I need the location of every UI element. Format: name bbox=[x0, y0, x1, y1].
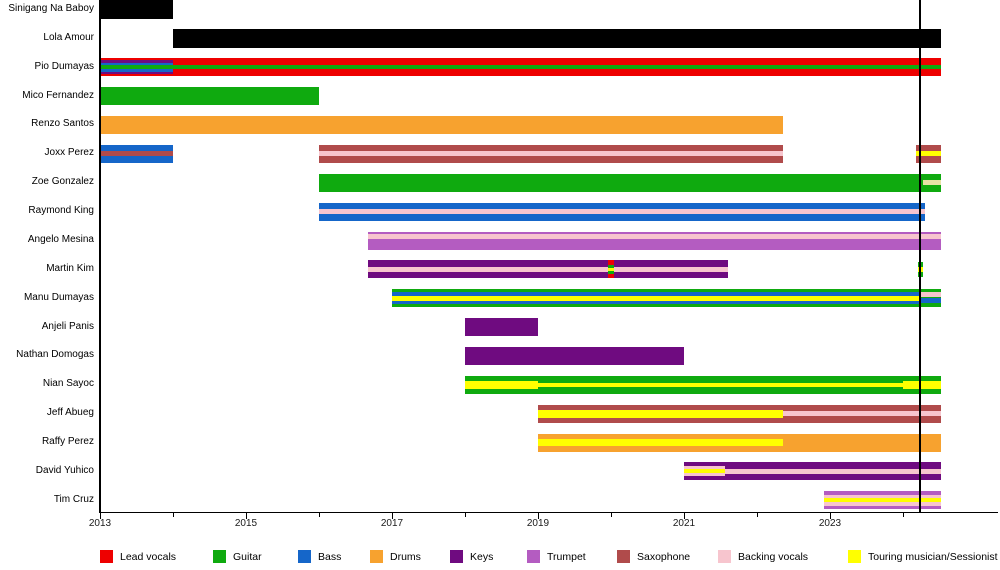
bar-stripe-guitar bbox=[319, 173, 941, 192]
legend-label-saxophone: Saxophone bbox=[637, 551, 691, 563]
member-label: Tim Cruz bbox=[53, 493, 94, 505]
x-tick-label: 2015 bbox=[234, 518, 258, 529]
bar-stripe-backing_vocals bbox=[367, 234, 941, 239]
x-minor-tick bbox=[173, 513, 174, 517]
legend-label-touring: Touring musician/Sessionist bbox=[868, 551, 998, 563]
x-tick-label: 2023 bbox=[818, 518, 842, 529]
bar-stripe-backing_vocals bbox=[319, 209, 925, 215]
x-tick-label: 2017 bbox=[380, 518, 404, 529]
legend-swatch-saxophone bbox=[617, 550, 630, 563]
member-label: Renzo Santos bbox=[31, 118, 94, 130]
legend: Lead vocals Guitar Bass Drums Keys Trumpet Sax… bbox=[0, 540, 1000, 570]
bar-stripe-pale bbox=[922, 180, 941, 186]
legend-swatch-trumpet bbox=[527, 550, 540, 563]
x-major-tick bbox=[538, 513, 539, 519]
member-label: Lola Amour bbox=[43, 31, 94, 43]
legend-swatch-touring bbox=[848, 550, 861, 563]
member-label: Martin Kim bbox=[46, 262, 94, 274]
bar-stripe-touring bbox=[608, 267, 614, 271]
x-minor-tick bbox=[757, 513, 758, 517]
timeline-chart: Sinigang Na Baboy Lola Amour Pio Dumayas Mi… bbox=[8, 0, 999, 529]
member-label: Anjeli Panis bbox=[41, 320, 94, 332]
bar-stripe-band bbox=[100, 0, 173, 19]
bar-stripe-touring bbox=[903, 380, 941, 389]
bar-stripe-drums bbox=[783, 433, 941, 452]
x-minor-tick bbox=[465, 513, 466, 517]
bar-stripe-keys bbox=[465, 346, 684, 365]
bar-stripe-saxophone bbox=[100, 151, 173, 157]
legend-label-keys: Keys bbox=[470, 551, 494, 563]
member-label: Angelo Mesina bbox=[27, 233, 94, 245]
x-tick-label: 2013 bbox=[88, 518, 112, 529]
legend-swatch-keys bbox=[450, 550, 463, 563]
member-label: Joxx Perez bbox=[44, 147, 94, 159]
bar-stripe-touring bbox=[465, 380, 538, 389]
bar-stripe-touring bbox=[824, 498, 941, 503]
bar-stripe-touring bbox=[916, 151, 941, 157]
bar-stripe-touring bbox=[538, 438, 784, 447]
member-label: Pio Dumayas bbox=[34, 60, 94, 72]
x-minor-tick bbox=[611, 513, 612, 517]
x-major-tick bbox=[684, 513, 685, 519]
member-label: Raffy Perez bbox=[41, 436, 94, 448]
x-major-tick bbox=[100, 513, 101, 519]
bar-stripe-band bbox=[173, 28, 941, 48]
x-minor-tick bbox=[903, 513, 904, 517]
legend-label-guitar: Guitar bbox=[233, 551, 262, 563]
x-tick-label: 2019 bbox=[526, 518, 550, 529]
member-label: Raymond King bbox=[28, 205, 94, 217]
bar-stripe-keys bbox=[465, 318, 538, 337]
bar-stripe-touring bbox=[538, 382, 903, 387]
x-major-tick bbox=[246, 513, 247, 519]
member-label: Jeff Abueg bbox=[46, 407, 94, 419]
bar-stripe-guitar bbox=[100, 87, 319, 106]
x-minor-tick bbox=[319, 513, 320, 517]
legend-label-lead_vocals: Lead vocals bbox=[120, 551, 177, 563]
member-label: Nian Sayoc bbox=[42, 378, 94, 390]
member-label: Mico Fernandez bbox=[22, 89, 94, 101]
member-label: Zoe Gonzalez bbox=[31, 176, 94, 188]
x-tick-label: 2021 bbox=[672, 518, 696, 529]
bar-stripe-backing_vocals bbox=[319, 151, 784, 157]
legend-swatch-bass bbox=[298, 550, 311, 563]
bar-stripe-bass bbox=[919, 297, 941, 304]
bar-stripe-guitar bbox=[173, 65, 941, 70]
bar-stripe-backing_vocals bbox=[783, 411, 941, 417]
x-major-tick bbox=[392, 513, 393, 519]
present-marker-line bbox=[918, 0, 922, 512]
bar-stripe-backing_vocals bbox=[367, 266, 728, 272]
member-label: Manu Dumayas bbox=[23, 291, 94, 303]
bar-stripe-backing_vocals bbox=[919, 291, 941, 298]
legend-swatch-lead_vocals bbox=[100, 550, 113, 563]
bar-stripe-touring bbox=[392, 295, 920, 301]
legend-label-bass: Bass bbox=[318, 551, 342, 563]
member-label: Sinigang Na Baboy bbox=[8, 3, 94, 14]
x-axis-spine bbox=[99, 512, 999, 514]
member-label: Nathan Domogas bbox=[16, 349, 94, 361]
legend-swatch-guitar bbox=[213, 550, 226, 563]
legend-label-backing_vocals: Backing vocals bbox=[738, 551, 809, 563]
y-axis-spine bbox=[99, 0, 101, 512]
legend-label-trumpet: Trumpet bbox=[547, 551, 586, 563]
x-major-tick bbox=[830, 513, 831, 519]
member-label: David Yuhico bbox=[35, 464, 94, 476]
legend-swatch-backing_vocals bbox=[718, 550, 731, 563]
bar-stripe-drums bbox=[100, 116, 784, 134]
bar-stripe-touring bbox=[684, 469, 725, 474]
bar-stripe-backing_vocals bbox=[724, 468, 941, 474]
bar-stripe-touring bbox=[538, 409, 784, 418]
legend-label-drums: Drums bbox=[390, 551, 421, 563]
bar-stripe-guitar bbox=[100, 65, 173, 70]
legend-swatch-drums bbox=[370, 550, 383, 563]
